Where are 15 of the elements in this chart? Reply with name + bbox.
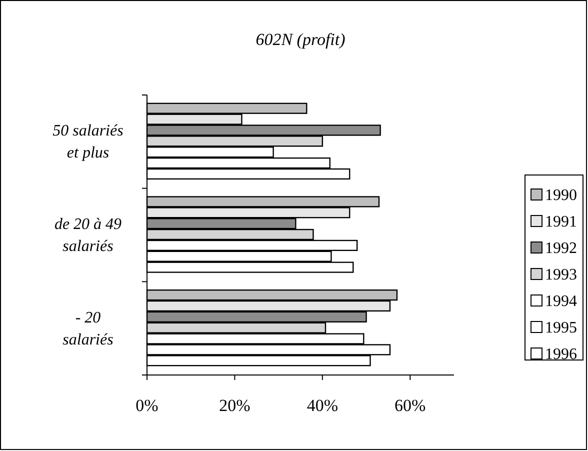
legend-label: 1991 — [545, 214, 577, 230]
y-tick-label: 50 salariés et plus — [52, 122, 124, 162]
legend-label: 1995 — [545, 320, 577, 336]
legend-label: 1992 — [545, 240, 577, 257]
legend-label: 1990 — [545, 187, 577, 204]
y-tick-label: de 20 à 49 salariés — [54, 216, 122, 255]
legend-label: 1996 — [545, 346, 577, 363]
x-tick-label: 0% — [136, 396, 158, 415]
chart-title: 602N (profit) — [256, 30, 346, 49]
x-tick-label: 20% — [219, 396, 250, 415]
x-tick-label: 40% — [306, 396, 338, 415]
x-tick-label: 60% — [394, 396, 426, 415]
y-tick-label: - 20 salariés — [62, 309, 114, 348]
legend-label: 1993 — [545, 266, 577, 284]
legend-label: 1994 — [545, 293, 577, 310]
